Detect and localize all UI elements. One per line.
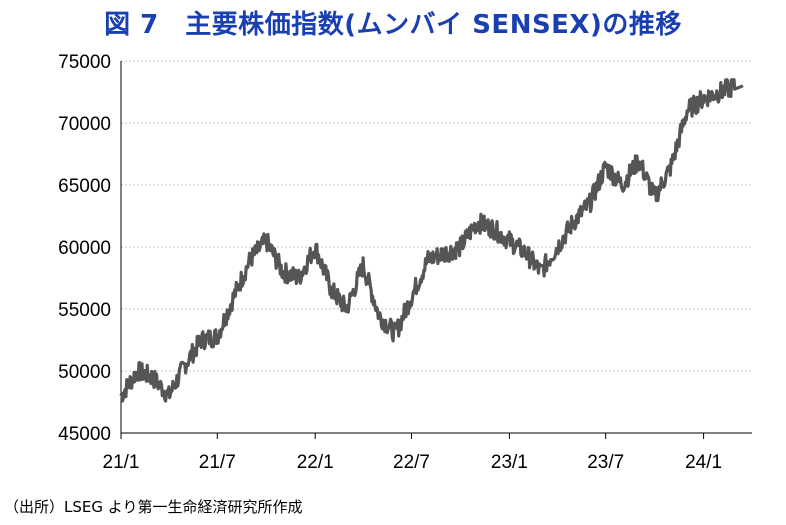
y-tick-label: 70000 bbox=[58, 114, 111, 135]
chart-title: 図 7 主要株価指数(ムンバイ SENSEX)の推移 bbox=[104, 10, 682, 40]
x-tick-label: 22/7 bbox=[393, 452, 430, 473]
x-tick-label: 22/1 bbox=[297, 452, 334, 473]
y-tick-label: 75000 bbox=[58, 52, 111, 73]
y-tick-label: 45000 bbox=[58, 424, 111, 445]
x-axis-ticks: 21/1 21/7 22/1 22/7 23/1 23/7 24/1 bbox=[103, 433, 722, 473]
x-tick-label: 21/7 bbox=[199, 452, 236, 473]
x-tick-label: 24/1 bbox=[685, 452, 722, 473]
y-tick-label: 55000 bbox=[58, 300, 111, 321]
axes bbox=[120, 61, 752, 434]
source-note: （出所）LSEG より第一生命経済研究所作成 bbox=[4, 498, 303, 516]
sensex-line bbox=[119, 78, 744, 403]
x-tick-label: 23/1 bbox=[491, 452, 528, 473]
y-tick-label: 60000 bbox=[58, 238, 111, 259]
y-axis-ticks: 45000 50000 55000 60000 65000 70000 75000 bbox=[58, 52, 111, 445]
x-tick-label: 21/1 bbox=[103, 452, 140, 473]
gridlines bbox=[121, 60, 752, 372]
x-tick-label: 23/7 bbox=[587, 452, 624, 473]
y-tick-label: 50000 bbox=[58, 362, 111, 383]
y-tick-label: 65000 bbox=[58, 176, 111, 197]
